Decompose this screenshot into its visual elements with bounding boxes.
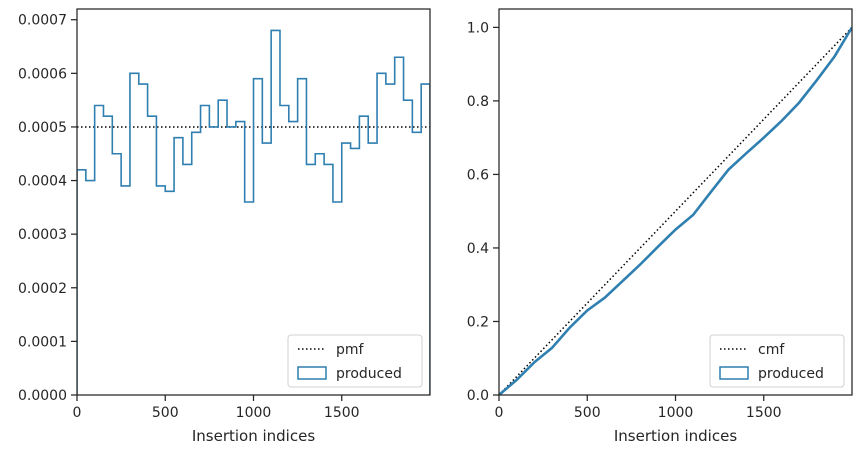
right-legend: cmf produced	[709, 334, 845, 388]
left-ytick-label-5: 0.0005	[18, 120, 67, 136]
right-legend-label-produced: produced	[758, 366, 824, 382]
left-ytick-label-6: 0.0006	[18, 66, 67, 82]
left-ytick-label-4: 0.0004	[18, 174, 67, 190]
right-xtick-label-0: 0	[495, 405, 504, 421]
right-ytick-label-3: 0.6	[467, 167, 489, 183]
right-xlabel: Insertion indices	[614, 427, 737, 445]
left-chart: 0 500 1000 1500 0.0000 0.0001 0.0002 0.0003 0.00…	[18, 8, 431, 445]
left-xtick-label-0: 0	[73, 405, 82, 421]
left-xtick-label-3: 1500	[324, 405, 360, 421]
left-ytick-label-0: 0.0000	[18, 388, 67, 404]
right-xtick-label-1: 500	[574, 405, 601, 421]
left-legend-label-pmf: pmf	[336, 342, 365, 358]
left-xtick-label-2: 1000	[236, 405, 272, 421]
left-legend-label-produced: produced	[336, 366, 402, 382]
left-ytick-label-7: 0.0007	[18, 13, 67, 29]
left-ytick-label-2: 0.0002	[18, 281, 67, 297]
right-series-cmf	[499, 26, 852, 395]
right-legend-swatch-produced	[719, 366, 749, 380]
left-ytick-label-1: 0.0001	[18, 334, 67, 350]
left-xlabel: Insertion indices	[192, 427, 315, 445]
right-chart: 0 500 1000 1500 0.0 0.2 0.4 0.6 0.8 1.0 Insertion …	[467, 8, 853, 445]
right-legend-box	[709, 334, 845, 388]
right-ytick-label-5: 1.0	[467, 20, 489, 36]
left-legend: pmf produced	[287, 334, 423, 388]
right-ytick-label-0: 0.0	[467, 388, 489, 404]
right-series-produced	[499, 26, 852, 395]
right-ytick-label-2: 0.4	[467, 241, 489, 257]
right-ytick-label-4: 0.8	[467, 94, 489, 110]
left-series-produced	[77, 29, 430, 395]
left-ytick-label-3: 0.0003	[18, 227, 67, 243]
left-legend-swatch-produced	[297, 366, 327, 380]
right-legend-label-cmf: cmf	[758, 342, 785, 358]
right-xtick-label-2: 1000	[658, 405, 694, 421]
right-xtick-label-3: 1500	[746, 405, 782, 421]
left-legend-box	[287, 334, 423, 388]
right-ytick-label-1: 0.2	[467, 314, 489, 330]
left-xtick-label-1: 500	[152, 405, 179, 421]
